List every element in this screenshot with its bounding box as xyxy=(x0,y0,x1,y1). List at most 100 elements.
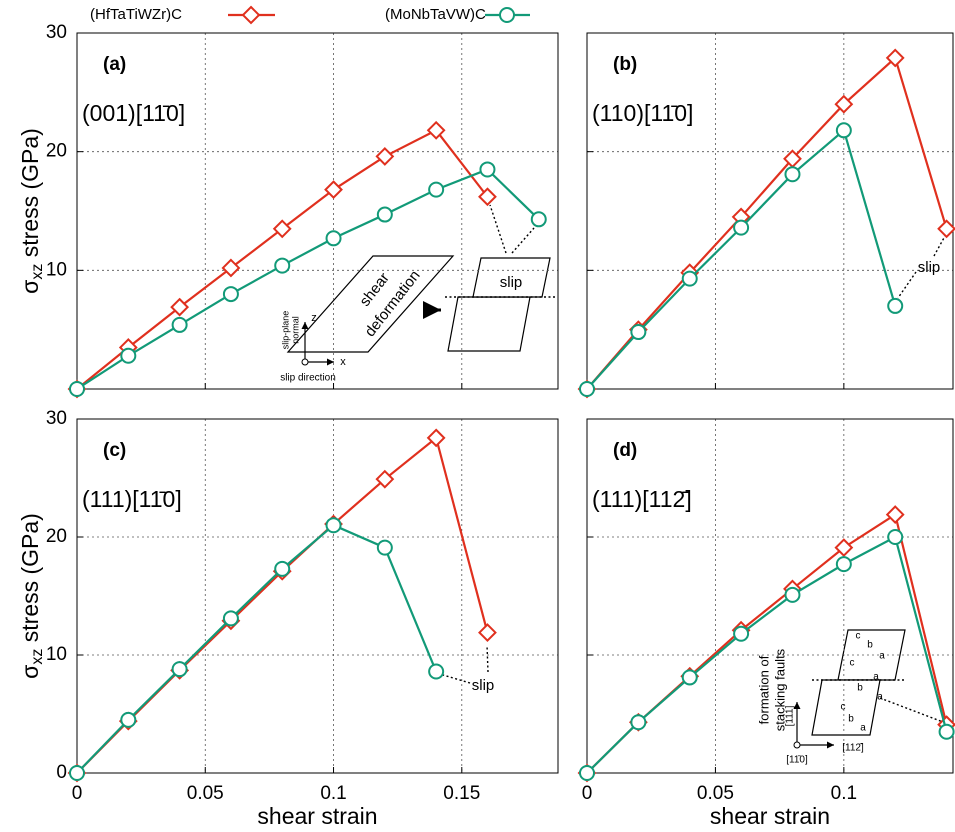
marker xyxy=(429,183,443,197)
x-axis-label: shear strain xyxy=(710,803,830,829)
legend-marker xyxy=(500,8,514,22)
annotation: a xyxy=(860,723,866,734)
series-line xyxy=(77,525,436,773)
pointer xyxy=(487,645,488,672)
marker xyxy=(631,715,645,729)
annotation: slip xyxy=(500,274,523,291)
marker xyxy=(480,162,494,176)
y-tick-label: 10 xyxy=(46,644,67,665)
annotation: b xyxy=(867,640,873,651)
pointer xyxy=(443,675,470,683)
plot-frame xyxy=(77,419,558,773)
annotation: [11̄0] xyxy=(786,755,808,766)
annotation: slip-plane xyxy=(280,311,290,350)
marker xyxy=(734,221,748,235)
y-axis-label: σxz stress (GPa) xyxy=(17,128,46,294)
marker xyxy=(580,382,594,396)
annotation: [111] xyxy=(785,705,796,726)
y-label-symbol: σ xyxy=(17,665,43,679)
marker xyxy=(327,518,341,532)
pointer xyxy=(898,272,916,298)
pointer xyxy=(880,698,943,722)
marker xyxy=(479,625,495,641)
x-tick-label: 0.1 xyxy=(831,783,857,804)
legend-label: (HfTaTiWZr)C xyxy=(90,6,182,23)
series-line xyxy=(77,169,539,389)
panel-label: (c) xyxy=(103,440,126,461)
y-tick-label: 10 xyxy=(46,259,67,280)
marker xyxy=(224,287,238,301)
marker xyxy=(327,231,341,245)
x-tick-label: 0.15 xyxy=(443,783,480,804)
y-tick-label: 30 xyxy=(46,22,67,43)
annotation: c xyxy=(856,631,861,642)
annotation: normal xyxy=(290,316,300,344)
panel-label: (d) xyxy=(613,440,637,461)
marker xyxy=(940,725,954,739)
panel-label: (b) xyxy=(613,54,637,75)
panel: 0 0.05 0.1 (d) (111)[112̄] shear strain xyxy=(579,419,955,829)
marker xyxy=(275,259,289,273)
x-tick-label: 0.05 xyxy=(697,783,734,804)
axis-origin xyxy=(794,742,800,748)
marker xyxy=(70,766,84,780)
marker xyxy=(888,299,902,313)
figure: 102030(a)(001)[11̄0]σxz stress (GPa)shea… xyxy=(0,0,955,832)
x-tick-label: 0 xyxy=(72,783,83,804)
plane-label: (001)[11̄0] xyxy=(82,100,185,126)
pointer xyxy=(934,236,945,256)
y-label-subscript: xz xyxy=(29,264,46,280)
legend: (HfTaTiWZr)C (MoNbTaVW)C xyxy=(90,6,486,23)
annotation: c xyxy=(850,658,855,669)
marker xyxy=(683,670,697,684)
inset-block xyxy=(448,297,530,351)
y-tick-label: 20 xyxy=(46,141,67,162)
legend-marker xyxy=(243,7,259,23)
panel: 010203000.050.10.15(c)(111)[11̄0]σxz str… xyxy=(17,408,558,829)
annotation: x xyxy=(340,356,346,368)
pointer xyxy=(490,205,506,253)
marker xyxy=(173,318,187,332)
marker xyxy=(631,325,645,339)
y-label-symbol: σ xyxy=(17,280,43,294)
marker xyxy=(837,557,851,571)
y-label-text: stress (GPa) xyxy=(17,513,43,648)
marker xyxy=(683,272,697,286)
inset-block xyxy=(812,680,880,735)
annotation: b xyxy=(857,683,863,694)
x-tick-label: 0 xyxy=(582,783,593,804)
plane-label: (111)[11̄0] xyxy=(82,486,182,512)
annotation: a xyxy=(877,692,883,703)
marker xyxy=(173,662,187,676)
marker xyxy=(734,627,748,641)
y-label-text: stress (GPa) xyxy=(17,128,43,263)
annotation: c xyxy=(841,702,846,713)
marker xyxy=(939,221,955,237)
y-tick-label: 30 xyxy=(46,408,67,429)
x-tick-label: 0.05 xyxy=(187,783,224,804)
marker xyxy=(532,212,546,226)
marker xyxy=(275,562,289,576)
marker xyxy=(887,507,903,523)
annotation: [112̄] xyxy=(842,743,864,754)
panel-label: (a) xyxy=(103,54,126,75)
x-axis-label: shear strain xyxy=(257,803,377,829)
marker xyxy=(70,382,84,396)
marker xyxy=(837,123,851,137)
marker xyxy=(121,713,135,727)
annotation: a xyxy=(873,672,879,683)
annotation: z xyxy=(311,312,317,324)
marker xyxy=(785,588,799,602)
annotation: slip xyxy=(918,259,941,276)
pointer xyxy=(512,228,534,253)
panel: (b) (110)[11̄0] xyxy=(579,33,955,397)
marker xyxy=(785,167,799,181)
plane-label: (110)[11̄0] xyxy=(592,100,693,126)
y-tick-label: 0 xyxy=(56,762,67,783)
plane-label: (111)[112̄] xyxy=(592,486,692,512)
marker xyxy=(378,541,392,555)
axis-origin xyxy=(302,359,308,365)
series-line xyxy=(587,130,895,389)
annotation: slip xyxy=(472,677,495,694)
legend-label: (MoNbTaVW)C xyxy=(385,6,486,23)
